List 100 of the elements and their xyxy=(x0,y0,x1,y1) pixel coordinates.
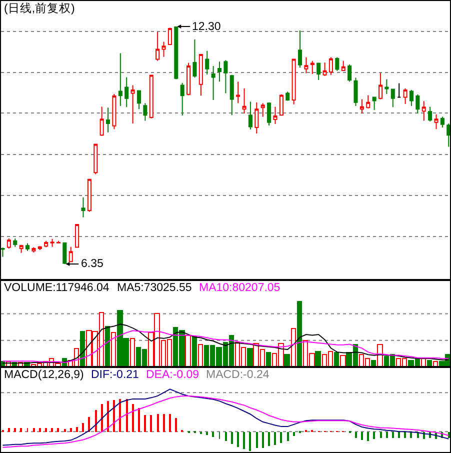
bar xyxy=(274,432,276,445)
bar xyxy=(266,352,271,367)
candlestick xyxy=(242,88,246,114)
candlestick xyxy=(434,114,438,130)
bar xyxy=(76,427,78,432)
bar xyxy=(138,408,140,432)
candlestick xyxy=(403,88,408,104)
candlestick xyxy=(446,123,450,148)
bar xyxy=(64,429,66,432)
bar xyxy=(111,332,116,367)
candlestick xyxy=(174,26,178,80)
bar xyxy=(192,336,197,367)
bar xyxy=(287,432,289,441)
candlestick xyxy=(81,196,86,218)
bar xyxy=(284,354,290,367)
annotation: 12.30 xyxy=(192,21,221,33)
candlestick xyxy=(13,238,18,248)
candlestick xyxy=(19,244,24,254)
candlestick xyxy=(1,247,5,258)
bar xyxy=(20,428,22,432)
candlestick xyxy=(192,38,197,78)
candlestick xyxy=(304,56,308,74)
bar xyxy=(185,335,191,367)
candlestick xyxy=(38,246,42,251)
candlestick xyxy=(279,94,284,116)
candlestick xyxy=(124,76,129,108)
chart-title: MACD(12,26,9) xyxy=(4,369,84,381)
bar xyxy=(175,418,177,432)
candlestick xyxy=(75,224,80,248)
bar xyxy=(231,432,233,444)
candlestick xyxy=(118,52,122,106)
candlestick xyxy=(341,60,346,72)
bar xyxy=(293,432,295,436)
candlestick xyxy=(254,102,259,134)
candlestick xyxy=(397,82,402,98)
bar xyxy=(386,432,388,438)
bar xyxy=(80,331,85,367)
bar xyxy=(392,432,394,438)
bar xyxy=(237,432,239,447)
candlestick xyxy=(286,91,290,102)
candlestick xyxy=(6,238,11,249)
candlestick xyxy=(87,178,92,212)
candlestick xyxy=(50,238,54,248)
bar xyxy=(198,344,203,367)
bar xyxy=(212,432,214,437)
candlestick xyxy=(230,74,234,116)
candlestick xyxy=(106,107,110,133)
candlestick xyxy=(32,246,36,253)
bar xyxy=(448,432,450,438)
bar xyxy=(367,432,369,441)
bar xyxy=(249,432,251,451)
bar xyxy=(404,432,406,438)
candlestick xyxy=(94,143,98,175)
candlestick xyxy=(360,98,364,114)
candlestick xyxy=(384,78,389,94)
bar xyxy=(8,428,10,432)
candlestick xyxy=(68,246,73,263)
candlestick xyxy=(130,84,135,124)
bar xyxy=(268,432,270,446)
text: MACD:-0.24 xyxy=(206,369,270,381)
bar xyxy=(334,352,339,367)
bar xyxy=(291,328,296,367)
chart-title: VOLUME:117946.04 xyxy=(4,282,110,294)
bar xyxy=(105,326,110,367)
bar xyxy=(206,432,208,435)
bar xyxy=(398,432,400,438)
bar xyxy=(88,417,90,432)
candlestick xyxy=(162,41,166,58)
candlestick xyxy=(112,94,116,130)
bar xyxy=(39,428,41,432)
candlestick xyxy=(156,31,160,62)
candlestick xyxy=(168,27,172,46)
text: MA10:80207.05 xyxy=(199,282,280,294)
candlestick xyxy=(409,90,414,106)
bar xyxy=(132,404,134,432)
bar xyxy=(297,301,302,367)
candlestick xyxy=(25,242,30,252)
candlestick xyxy=(62,242,67,265)
bar xyxy=(57,428,59,432)
candlestick xyxy=(378,72,383,100)
bar xyxy=(119,399,121,432)
bar xyxy=(225,432,227,441)
bar xyxy=(113,400,115,432)
candlestick xyxy=(390,88,395,108)
bar xyxy=(247,348,253,367)
candlestick xyxy=(236,81,240,104)
bar xyxy=(95,410,97,432)
candlestick xyxy=(186,62,191,96)
candlestick xyxy=(198,54,203,96)
bar xyxy=(256,432,258,448)
candlestick xyxy=(348,64,352,82)
candlestick xyxy=(56,240,60,244)
candlestick xyxy=(205,50,210,75)
bar xyxy=(51,428,53,432)
candlestick xyxy=(180,82,184,116)
text: MA5:73025.55 xyxy=(117,282,192,294)
candlestick xyxy=(328,56,333,76)
candlestick xyxy=(416,94,420,114)
candlestick xyxy=(136,90,141,110)
bar xyxy=(163,414,165,432)
